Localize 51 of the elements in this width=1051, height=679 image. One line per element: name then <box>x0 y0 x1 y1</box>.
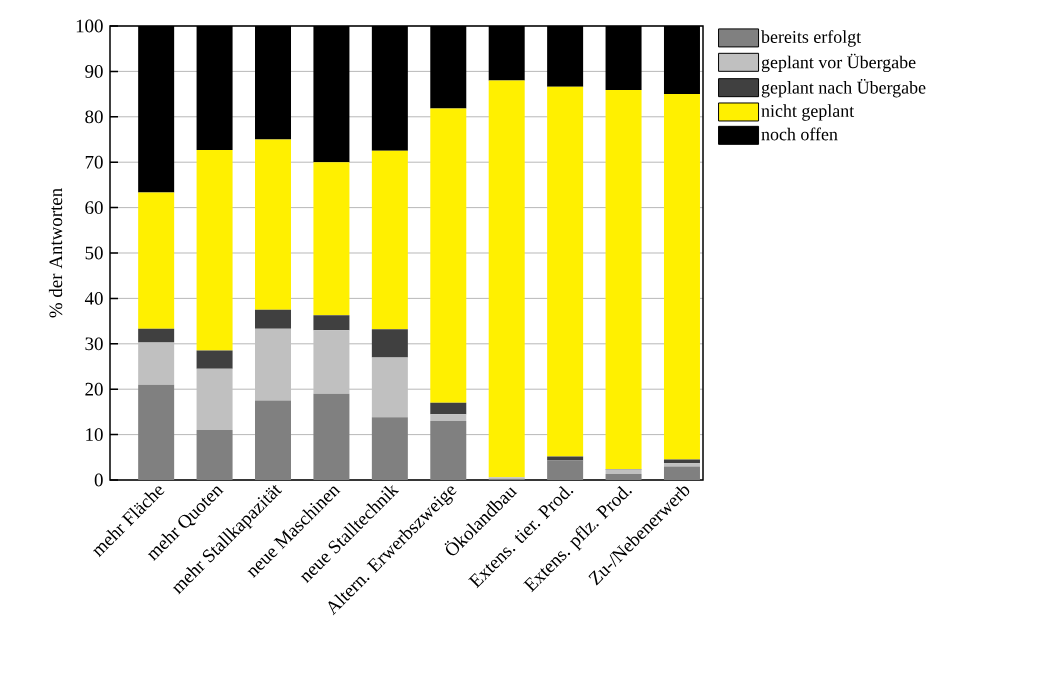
bar <box>255 400 291 480</box>
bar <box>255 309 291 329</box>
bar <box>196 368 233 431</box>
bar <box>196 430 233 480</box>
bar <box>371 150 408 330</box>
legend-label: geplant nach Übergabe <box>761 78 926 98</box>
bar <box>605 469 642 475</box>
bar <box>313 162 350 316</box>
bar <box>138 328 175 343</box>
bar <box>663 94 700 460</box>
bar <box>255 328 291 401</box>
bar <box>605 90 642 470</box>
bar <box>313 393 350 480</box>
bar <box>547 86 584 457</box>
y-axis-title: % der Antworten <box>48 188 63 318</box>
bar <box>313 330 350 394</box>
bar <box>430 414 467 421</box>
y-tick-label: 20 <box>85 382 103 396</box>
y-tick-label: 10 <box>86 428 103 441</box>
y-tick-label: 90 <box>85 65 103 78</box>
bar <box>371 357 408 418</box>
bar <box>138 384 175 480</box>
y-tick-label: 40 <box>84 292 103 305</box>
bar <box>488 80 525 478</box>
y-tick-label: 0 <box>94 473 103 487</box>
bar <box>313 315 350 331</box>
legend-label: geplant vor Übergabe <box>761 53 916 73</box>
bar <box>371 417 408 480</box>
bar <box>430 402 467 415</box>
y-tick-label: 80 <box>85 110 103 124</box>
bar <box>138 342 175 385</box>
bar <box>547 460 584 480</box>
bar <box>196 149 233 351</box>
y-tick-label: 70 <box>85 155 103 169</box>
bar <box>605 474 642 480</box>
y-tick-label: 50 <box>85 246 103 260</box>
legend-label: bereits erfolgt <box>761 30 862 47</box>
bar <box>371 329 408 358</box>
y-tick-label: 60 <box>85 201 103 214</box>
legend-label: nicht geplant <box>761 104 855 121</box>
bar <box>547 456 584 461</box>
bar <box>255 139 291 310</box>
legend-label: noch offen <box>761 127 838 141</box>
y-tick-label: 100 <box>76 19 103 33</box>
bar <box>430 420 467 480</box>
bar <box>196 350 233 369</box>
y-tick-label: 30 <box>85 337 103 351</box>
bar <box>138 192 175 329</box>
bar <box>430 108 467 403</box>
bar <box>663 466 700 480</box>
bar <box>663 463 700 467</box>
